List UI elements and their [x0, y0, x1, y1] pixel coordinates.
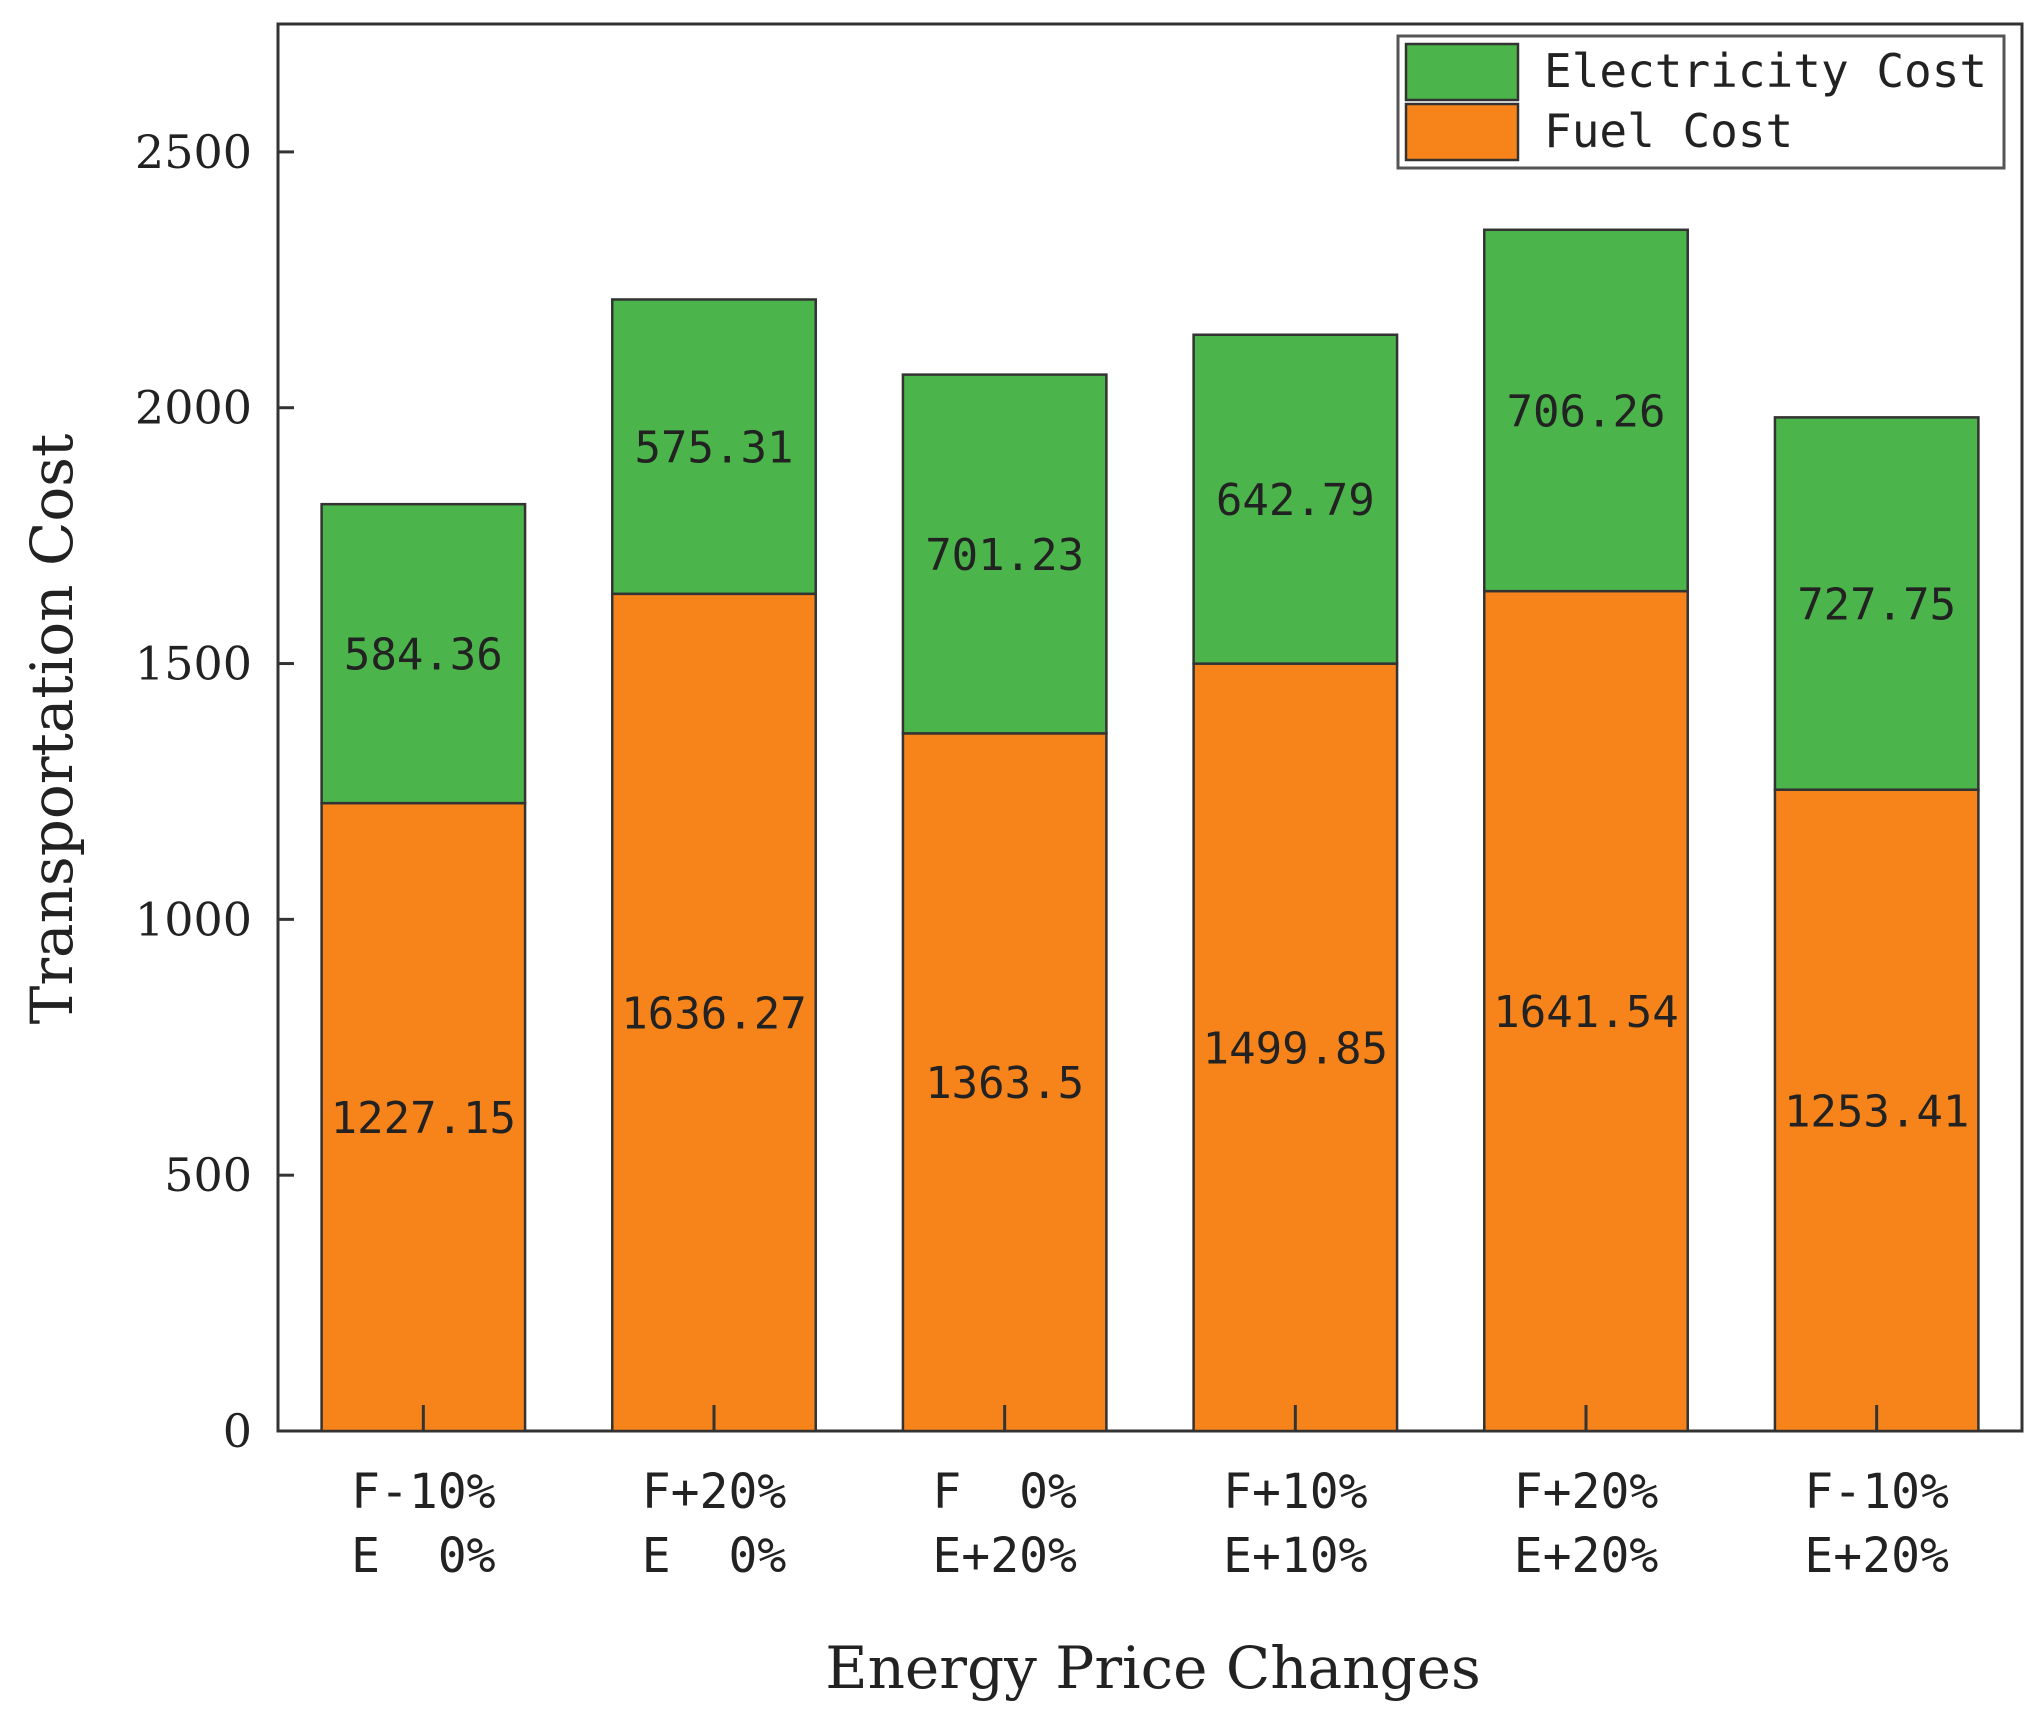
- x-tick-label-fuel-change: F+20%: [1514, 1464, 1659, 1520]
- y-axis: 0 500 1000 1500 2000 2500: [135, 125, 294, 1458]
- data-label-electricity: 575.31: [635, 423, 794, 474]
- y-tick-label: 1500: [135, 637, 252, 691]
- data-label-fuel: 1227.15: [331, 1093, 516, 1144]
- y-tick-label: 0: [223, 1404, 252, 1458]
- bar-electricity-cost: [1483, 228, 1689, 593]
- bar-electricity-cost: [901, 373, 1108, 735]
- x-axis-title: Energy Price Changes: [825, 1634, 1481, 1702]
- plot-frame: [276, 22, 2024, 1433]
- plot-area: 1227.15 584.36 1636.27 575.31 1363.5 701.23 14…: [276, 22, 2024, 1433]
- x-tick-label-electricity-change: E+20%: [1804, 1528, 1949, 1584]
- data-label-electricity: 706.26: [1507, 386, 1666, 437]
- data-label-electricity: 584.36: [344, 630, 503, 681]
- x-tick-label-electricity-change: E+20%: [932, 1528, 1077, 1584]
- x-tick-label-electricity-change: E+10%: [1223, 1528, 1368, 1584]
- data-label-fuel: 1253.41: [1784, 1086, 1969, 1137]
- bar-electricity-cost: [611, 298, 817, 596]
- bar-electricity-cost: [320, 502, 527, 805]
- x-tick-label-fuel-change: F-10%: [1804, 1464, 1949, 1520]
- legend-swatch-fuel: [1404, 102, 1520, 162]
- legend-label: Fuel Cost: [1544, 104, 1793, 158]
- x-tick-label-electricity-change: E+20%: [1514, 1528, 1659, 1584]
- data-label-fuel: 1499.85: [1203, 1023, 1388, 1074]
- data-label-electricity: 701.23: [925, 530, 1084, 581]
- x-axis: F-10% E 0% F+20% E 0% F 0% E+20% F+10% E+10% F+2…: [351, 1405, 1949, 1584]
- data-label-fuel: 1363.5: [925, 1058, 1084, 1109]
- data-label-electricity: 642.79: [1216, 475, 1375, 526]
- bar-fuel-cost: [1773, 788, 1980, 1433]
- data-label-fuel: 1641.54: [1493, 987, 1678, 1038]
- x-tick-label-fuel-change: F+20%: [642, 1464, 787, 1520]
- x-tick-label-fuel-change: F 0%: [932, 1464, 1077, 1520]
- legend-swatch-electricity: [1404, 42, 1520, 102]
- x-tick-label-electricity-change: E 0%: [351, 1528, 496, 1584]
- data-label-fuel: 1636.27: [621, 988, 806, 1039]
- x-tick-label-fuel-change: F-10%: [351, 1464, 496, 1520]
- bar-electricity-cost: [1192, 333, 1399, 665]
- x-tick-label-fuel-change: F+10%: [1223, 1464, 1368, 1520]
- y-tick-label: 2000: [135, 381, 252, 435]
- legend: Electricity Cost Fuel Cost: [1396, 34, 2006, 170]
- y-tick-label: 2500: [135, 125, 252, 179]
- data-label-electricity: 727.75: [1797, 580, 1956, 631]
- bar-fuel-cost: [320, 801, 527, 1433]
- bar-electricity-cost: [1773, 416, 1980, 791]
- x-tick-label-electricity-change: E 0%: [642, 1528, 787, 1584]
- y-tick-label: 1000: [135, 892, 252, 946]
- y-tick-label: 500: [164, 1148, 252, 1202]
- y-axis-title: Transportation Cost: [18, 434, 86, 1025]
- legend-label: Electricity Cost: [1544, 44, 1987, 98]
- bar-fuel-cost: [901, 732, 1108, 1433]
